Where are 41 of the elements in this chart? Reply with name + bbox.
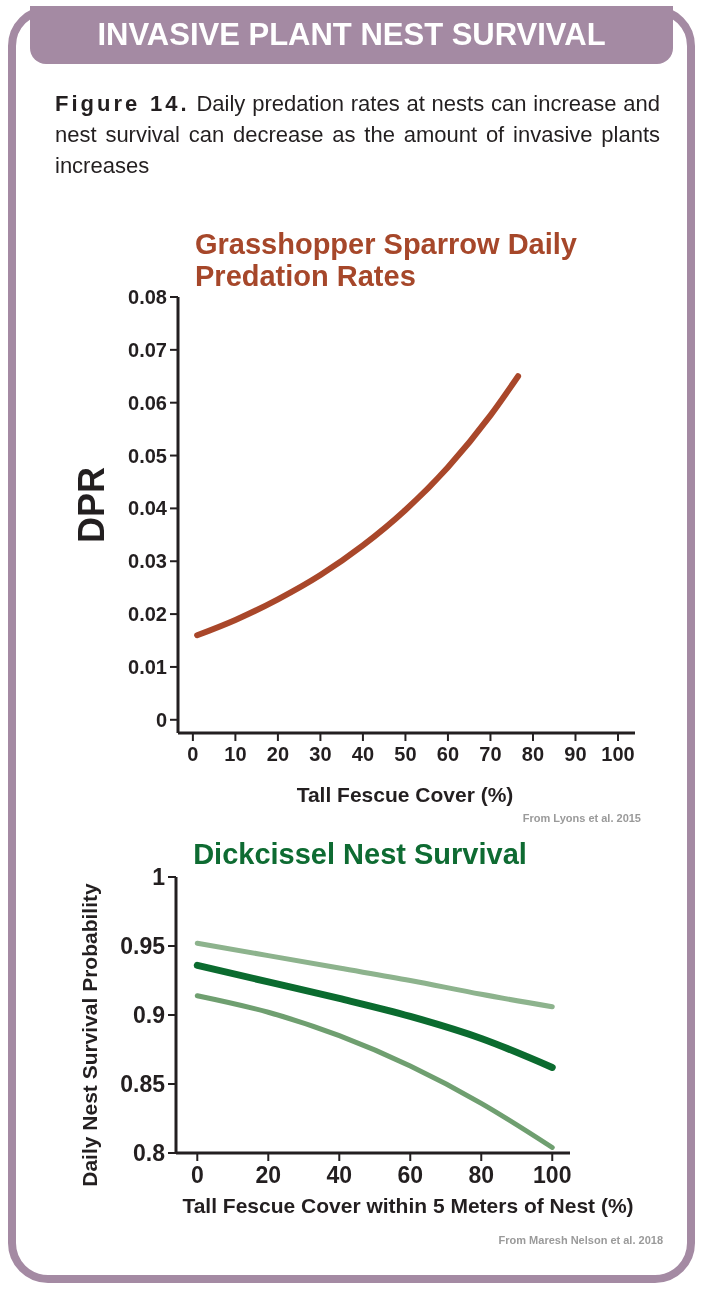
- y-axis-title: DPR: [70, 466, 113, 545]
- x-axis-title: Tall Fescue Cover within 5 Meters of Nest (%): [181, 1193, 635, 1219]
- y-tick-label: 0.85: [120, 1071, 166, 1098]
- chart-title: Dickcissel Nest Survival: [193, 838, 527, 870]
- y-tick-label: 0.8: [133, 1140, 166, 1167]
- x-axis-title: Tall Fescue Cover (%): [295, 782, 515, 808]
- x-tick-label: 80: [468, 1162, 495, 1189]
- x-tick-label: 100: [601, 743, 635, 766]
- x-tick-label: 20: [266, 743, 290, 766]
- y-tick-label: 0.9: [133, 1002, 165, 1029]
- caption: Figure 14.: [55, 91, 190, 116]
- text: From Maresh Nelson et al. 2018: [498, 1234, 663, 1246]
- x-tick-label: 0: [187, 743, 199, 766]
- y-tick-label: 0.03: [128, 550, 167, 573]
- chart-title: Grasshopper Sparrow Daily Predation Rates: [195, 228, 578, 292]
- x-tick-label: 40: [326, 1162, 353, 1189]
- y-tick-label: 0.95: [120, 933, 166, 960]
- y-tick-label: 0.06: [128, 391, 167, 414]
- x-tick-label: 60: [436, 743, 460, 766]
- x-tick-label: 20: [255, 1162, 282, 1189]
- y-tick-label: 0.07: [128, 338, 167, 361]
- y-tick-label: 0.05: [128, 444, 167, 467]
- x-tick-label: 90: [564, 743, 587, 766]
- y-tick-label: 0: [155, 708, 167, 731]
- x-tick-label: 0: [190, 1162, 204, 1189]
- text: INVASIVE PLANT NEST SURVIVAL: [30, 6, 673, 64]
- y-tick-label: 0.02: [128, 603, 167, 626]
- x-tick-label: 30: [309, 743, 332, 766]
- x-tick-label: 70: [479, 743, 502, 766]
- x-tick-label: 40: [351, 743, 375, 766]
- y-tick-label: 0.04: [128, 497, 168, 520]
- y-axis-title: Daily Nest Survival Probability: [77, 882, 102, 1189]
- x-tick-label: 80: [521, 743, 545, 766]
- y-tick-label: 0.01: [128, 656, 167, 679]
- x-tick-label: 100: [533, 1162, 572, 1189]
- x-tick-label: 50: [394, 743, 417, 766]
- x-tick-label: 60: [397, 1162, 424, 1189]
- x-tick-label: 10: [224, 743, 247, 766]
- y-tick-label: 1: [152, 864, 166, 891]
- text: From Lyons et al. 2015: [522, 812, 641, 824]
- y-tick-label: 0.08: [128, 286, 167, 309]
